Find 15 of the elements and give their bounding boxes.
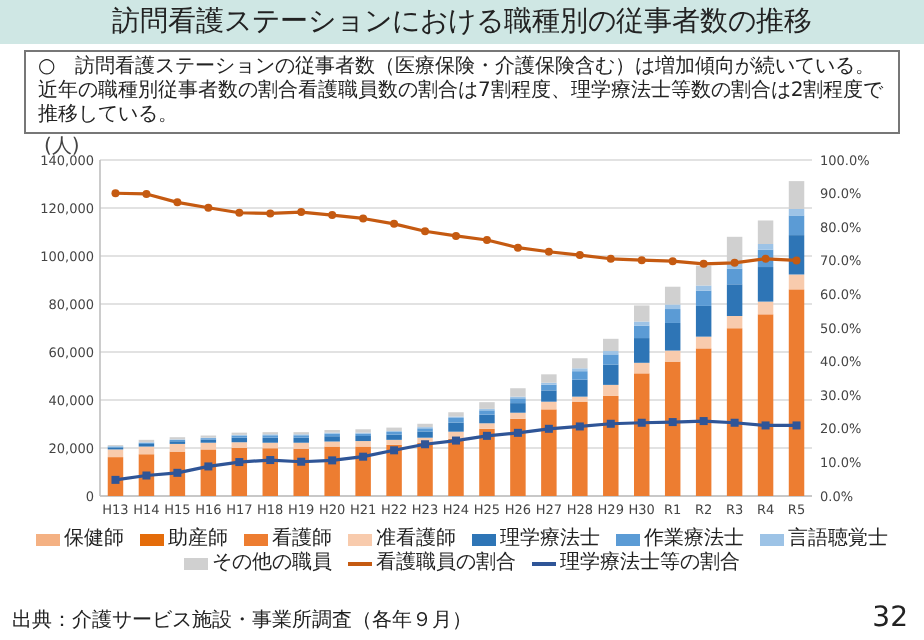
text: 32 <box>872 602 908 634</box>
y-axis-title: (人) <box>44 136 80 158</box>
chart-title: 訪問看護ステーションにおける職種別の従事者数の推移 <box>0 0 924 44</box>
legend-label: 理学療法士等の割合 <box>558 552 740 576</box>
legend-label: 看護師 <box>270 528 332 551</box>
legend-label: 准看護師 <box>374 528 456 551</box>
legend-label: 言語聴覚士 <box>786 528 888 552</box>
source-note: 出典：介護サービス施設・事業所調査（各年９月） <box>12 610 472 634</box>
legend-label: その他の職員 <box>210 552 332 576</box>
legend-label: 作業療法士 <box>642 528 744 551</box>
legend-label: 保健師 <box>62 528 124 552</box>
legend-label: 理学療法士 <box>498 528 600 552</box>
legend-label: 助産師 <box>166 528 228 552</box>
legend-label: 看護職員の割合 <box>374 552 516 576</box>
chart-subtitle: ○ 訪問看護ステーションの従事者数（医療保険・介護保険含む）は増加傾向が続いている。近年の職種別従事者数の割合看護職員数の割合は7割程度、理学療法士等数の割合は2割程度で推移している。 <box>24 50 900 134</box>
